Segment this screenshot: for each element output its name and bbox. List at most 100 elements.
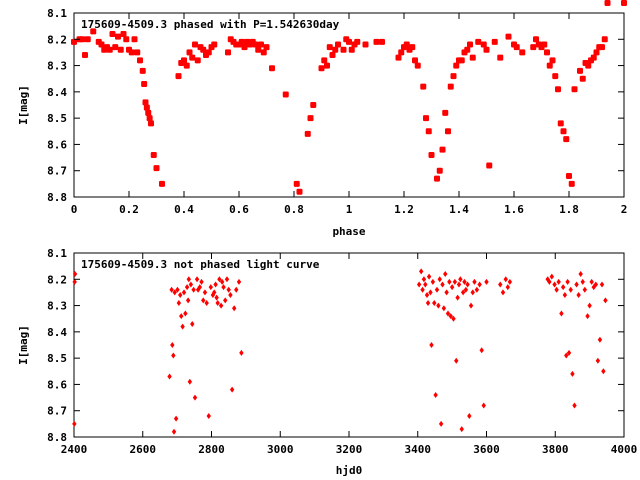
data-point [183, 310, 188, 317]
data-point [170, 342, 175, 348]
data-point [239, 349, 244, 356]
data-point [585, 62, 592, 69]
data-point [202, 289, 208, 296]
data-point [554, 286, 559, 293]
data-point [293, 180, 300, 187]
y-tick-label: 8.5 [47, 352, 67, 365]
data-point [373, 38, 380, 45]
y-tick-label: 8.2 [47, 33, 67, 46]
data-point [552, 73, 559, 80]
data-point [552, 281, 557, 288]
data-point [321, 57, 328, 64]
y-axis-label: I[mag] [17, 325, 30, 365]
data-point [335, 41, 341, 48]
data-point [454, 357, 459, 364]
data-point [445, 310, 451, 317]
data-point [139, 67, 146, 74]
unphased-light-curve-panel: 2400 2600 2800 3000 3200 3400 3600 3800 4000 8.1… [17, 247, 637, 477]
data-point [442, 109, 449, 116]
data-point [500, 289, 506, 296]
data-point [447, 83, 454, 90]
y-tick-label: 8.1 [47, 7, 67, 20]
data-point [589, 278, 594, 285]
data-point [479, 347, 484, 354]
data-point [340, 46, 347, 53]
data-point [145, 109, 152, 116]
data-point [218, 302, 224, 309]
data-point [483, 46, 490, 53]
x-tick-label: 2600 [130, 443, 157, 456]
data-point [117, 46, 124, 53]
x-tick-label: 3000 [267, 443, 294, 456]
data-point [112, 44, 119, 51]
data-point [576, 292, 581, 299]
data-point [82, 52, 88, 59]
y-tick-label: 8.6 [47, 138, 67, 151]
data-point [215, 299, 220, 306]
data-point [434, 286, 440, 293]
data-point [72, 420, 77, 427]
data-point [173, 415, 179, 422]
data-point [228, 292, 233, 299]
data-point [568, 286, 573, 293]
data-point [191, 286, 196, 293]
data-point [472, 278, 477, 285]
data-point [549, 273, 555, 280]
plot-frame [73, 252, 625, 438]
x-tick-label: 1.6 [504, 203, 524, 216]
data-point [448, 313, 453, 320]
data-point [505, 33, 512, 40]
data-point [318, 65, 325, 72]
data-point [420, 83, 427, 90]
x-tick-label: 2 [621, 203, 628, 216]
y-tick-label: 8.8 [47, 431, 67, 444]
data-point [556, 278, 561, 285]
data-point [420, 286, 425, 293]
data-point [593, 281, 599, 288]
data-point [225, 49, 231, 56]
data-point [171, 428, 177, 435]
data-point [153, 165, 160, 172]
data-point [188, 281, 194, 288]
data-point [142, 99, 149, 106]
data-points [71, 0, 627, 195]
data-point [549, 57, 556, 64]
chart-title: 175609-4509.3 phased with P=1.542630day [81, 18, 340, 31]
data-point [205, 49, 212, 56]
data-point [379, 38, 385, 45]
y-tick-label: 8.1 [47, 247, 67, 260]
data-point [563, 136, 570, 143]
data-point [195, 286, 201, 293]
data-point [131, 36, 138, 43]
data-point [208, 284, 214, 291]
data-point [436, 167, 443, 174]
y-axis-label: I[mag] [17, 85, 30, 125]
data-point [192, 41, 198, 48]
data-point [441, 305, 447, 312]
data-point [231, 305, 237, 312]
data-point [194, 276, 200, 283]
data-point [176, 299, 182, 306]
data-point [559, 310, 564, 317]
data-point [595, 357, 601, 364]
data-point [456, 281, 462, 288]
data-point [189, 54, 196, 61]
data-point [409, 44, 416, 51]
data-point [214, 294, 219, 301]
data-point [200, 46, 207, 53]
data-point [578, 271, 583, 278]
data-point [604, 0, 611, 6]
data-point [470, 289, 475, 296]
data-point [430, 278, 436, 285]
data-point [354, 38, 361, 45]
data-point [469, 54, 476, 61]
data-point [141, 80, 148, 87]
data-point [593, 49, 600, 56]
data-point [184, 284, 190, 291]
data-point [206, 412, 211, 419]
y-tick-label: 8.3 [47, 60, 67, 73]
data-point [213, 281, 218, 288]
data-point [621, 0, 627, 6]
chart-title: 175609-4509.3 not phased light curve [81, 258, 320, 271]
data-point [282, 91, 289, 98]
